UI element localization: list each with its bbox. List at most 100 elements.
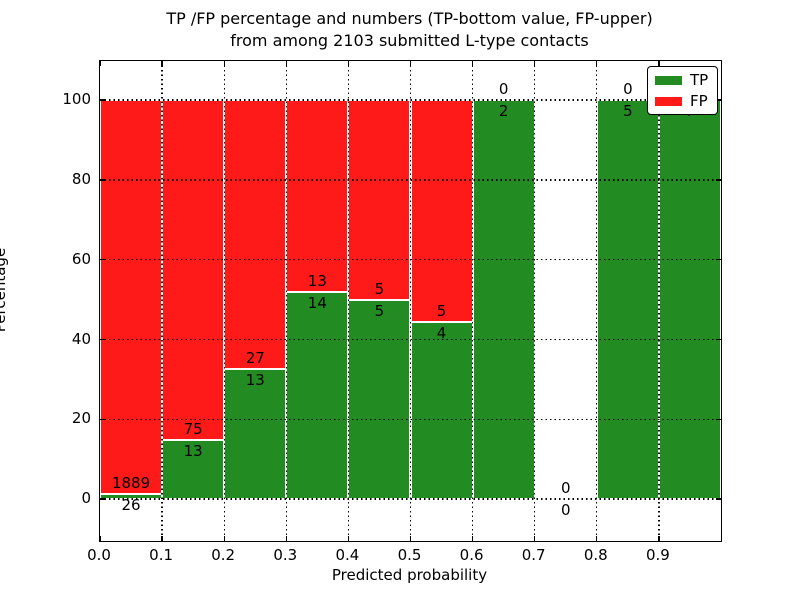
chart-title-line1: TP /FP percentage and numbers (TP-bottom… — [166, 9, 653, 28]
y-tick-mark — [100, 418, 105, 420]
tp-bar-segment — [472, 100, 535, 500]
x-gridline — [596, 61, 598, 541]
fp-count-label: 75 — [183, 420, 203, 439]
tp-count-label: 5 — [623, 102, 633, 121]
x-tick-label: 0.4 — [335, 546, 360, 564]
x-tick-mark — [347, 536, 350, 541]
tp-legend-label: TP — [690, 71, 709, 89]
y-tick-label: 60 — [71, 249, 91, 268]
x-tick-mark — [99, 536, 101, 541]
x-tick-label: 0.3 — [273, 546, 298, 564]
x-tick-mark — [534, 536, 536, 541]
fp-count-label: 0 — [560, 479, 571, 498]
x-tick-mark — [471, 536, 474, 541]
fp-count-label: 0 — [498, 80, 509, 99]
y-tick-mark-right — [716, 498, 721, 500]
x-tick-mark — [161, 536, 163, 541]
chart-title-line2: from among 2103 submitted L-type contact… — [230, 31, 589, 50]
legend-item-tp: TP — [655, 72, 708, 88]
y-tick-mark — [100, 179, 105, 181]
x-tick-mark-top — [99, 61, 101, 66]
legend-item-fp: FP — [655, 93, 708, 109]
x-tick-mark — [409, 536, 412, 541]
tp-count-label: 14 — [307, 294, 327, 313]
fp-bar-segment — [286, 100, 349, 293]
x-tick-mark — [658, 536, 660, 541]
tp-bar-segment — [658, 100, 721, 500]
tp-bar-segment — [596, 100, 659, 500]
x-tick-mark — [223, 536, 225, 541]
y-tick-label: 20 — [71, 409, 91, 428]
x-tick-label: 0.0 — [87, 546, 111, 564]
x-tick-mark-top — [658, 61, 660, 66]
x-tick-mark-top — [161, 61, 163, 66]
x-gridline — [285, 61, 287, 541]
x-gridline — [161, 61, 163, 541]
x-tick-mark-top — [285, 61, 287, 66]
y-tick-label: 0 — [81, 489, 91, 508]
x-tick-mark-top — [223, 61, 225, 66]
x-tick-mark-top — [596, 61, 598, 66]
y-tick-mark-right — [716, 338, 721, 341]
chart-title: TP /FP percentage and numbers (TP-bottom… — [99, 8, 720, 52]
y-axis-label: Percentage — [0, 247, 9, 333]
y-tick-mark — [100, 338, 105, 341]
x-tick-label: 0.1 — [149, 546, 174, 564]
x-gridline — [658, 61, 660, 541]
y-tick-mark — [100, 99, 105, 101]
x-tick-label: 0.2 — [211, 546, 236, 564]
y-tick-mark — [100, 498, 105, 500]
tp-count-label: 13 — [245, 371, 265, 390]
x-axis-label: Predicted probability — [331, 566, 488, 584]
y-tick-mark-right — [716, 99, 721, 101]
x-tick-mark-top — [347, 61, 350, 66]
fp-bar-segment — [410, 100, 473, 322]
fp-count-label: 13 — [307, 272, 327, 291]
y-tick-label: 100 — [62, 90, 91, 109]
x-gridline — [347, 61, 350, 541]
tp-count-label: 26 — [121, 495, 141, 514]
fp-count-label: 5 — [374, 279, 385, 298]
y-tick-mark — [100, 259, 105, 261]
y-tick-mark-right — [716, 418, 721, 420]
fp-count-label: 0 — [623, 80, 633, 99]
tp-count-label: 13 — [183, 442, 203, 461]
x-gridline — [534, 61, 536, 541]
tp-count-label: 5 — [374, 301, 385, 320]
x-gridline — [409, 61, 412, 541]
fp-bar-segment — [162, 100, 225, 441]
x-tick-label: 0.9 — [645, 546, 670, 564]
x-tick-label: 0.7 — [521, 546, 546, 564]
tp-count-label: 0 — [560, 501, 571, 520]
x-gridline — [223, 61, 225, 541]
fp-bar-segment — [348, 100, 411, 300]
x-gridline — [471, 61, 474, 541]
fp-legend-label: FP — [690, 92, 708, 110]
tp-count-label: 4 — [436, 323, 447, 342]
x-tick-mark-top — [471, 61, 474, 66]
fp-count-label: 1889 — [111, 473, 151, 492]
tp-count-label: 2 — [498, 102, 509, 121]
x-tick-mark-top — [409, 61, 412, 66]
plot-area: 188926751327131314555402000507 — [99, 60, 722, 542]
tp-bar-segment — [348, 299, 411, 500]
legend: TP FP — [647, 66, 719, 115]
y-tick-label: 40 — [71, 329, 91, 348]
x-tick-mark — [596, 536, 598, 541]
tp-bar-segment — [410, 321, 473, 500]
tp-bar-segment — [286, 292, 349, 500]
x-tick-mark — [285, 536, 287, 541]
x-tick-mark-top — [534, 61, 536, 66]
x-tick-label: 0.8 — [583, 546, 608, 564]
fp-count-label: 27 — [245, 349, 265, 368]
y-tick-mark-right — [716, 179, 721, 181]
fp-legend-swatch — [655, 96, 682, 106]
y-tick-label: 80 — [71, 169, 91, 188]
y-tick-mark-right — [716, 259, 721, 261]
x-tick-label: 0.6 — [459, 546, 484, 564]
fp-count-label: 5 — [436, 301, 447, 320]
fp-bar-segment — [224, 100, 287, 370]
tp-legend-swatch — [655, 75, 682, 85]
x-tick-label: 0.5 — [397, 546, 422, 564]
